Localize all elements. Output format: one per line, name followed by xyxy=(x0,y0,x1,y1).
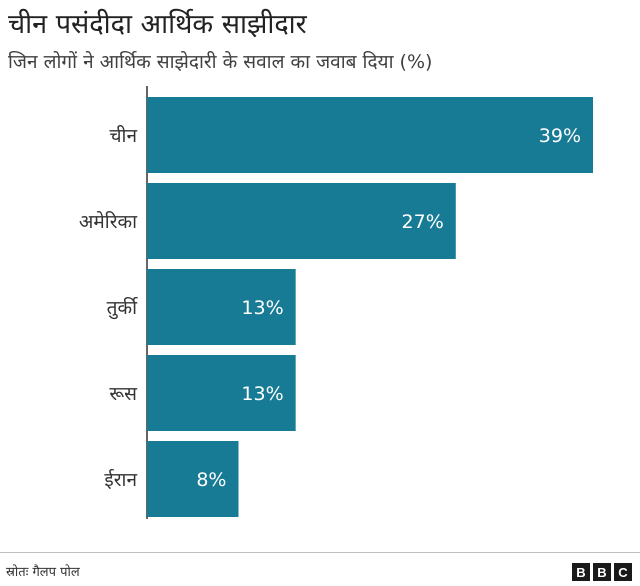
bar xyxy=(147,355,296,431)
bar xyxy=(147,97,593,173)
bar xyxy=(147,269,296,345)
source-note: स्रोतः गैलप पोल xyxy=(6,565,80,580)
category-label: तुर्की xyxy=(107,296,138,320)
bbc-logo-letter: B xyxy=(593,563,611,581)
bbc-logo-letter: B xyxy=(572,563,590,581)
bar-chart: चीन 39% अमेरिका 27% तुर्की 13% रूस 13% ईरान 8% xyxy=(79,86,593,519)
value-label: 13% xyxy=(241,383,283,405)
chart-title: चीन पसंदीदा आर्थिक साझीदार xyxy=(8,9,307,40)
category-label: चीन xyxy=(109,124,137,147)
value-label: 13% xyxy=(241,297,283,319)
bbc-logo-letter: C xyxy=(614,563,632,581)
value-label: 8% xyxy=(196,469,226,491)
bar xyxy=(147,183,456,259)
category-label: ईरान xyxy=(104,468,137,491)
category-label: अमेरिका xyxy=(79,210,138,233)
value-label: 39% xyxy=(539,125,581,147)
value-label: 27% xyxy=(402,211,444,233)
bbc-logo: B B C xyxy=(572,563,632,581)
chart-subtitle: जिन लोगों ने आर्थिक साझेदारी के सवाल का … xyxy=(8,51,433,73)
footer-divider xyxy=(0,552,640,553)
bar xyxy=(147,441,239,517)
bars-group: चीन 39% अमेरिका 27% तुर्की 13% रूस 13% ईरान 8% xyxy=(79,97,593,517)
category-label: रूस xyxy=(109,383,138,405)
